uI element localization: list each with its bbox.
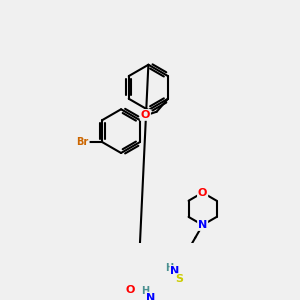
Text: N: N (170, 266, 180, 276)
Text: N: N (146, 293, 155, 300)
Text: Br: Br (76, 137, 89, 147)
Text: S: S (175, 274, 183, 284)
Text: H: H (165, 263, 173, 273)
Text: O: O (126, 285, 135, 296)
Text: N: N (198, 220, 207, 230)
Text: H: H (141, 286, 149, 296)
Text: O: O (141, 110, 150, 120)
Text: O: O (198, 188, 207, 198)
